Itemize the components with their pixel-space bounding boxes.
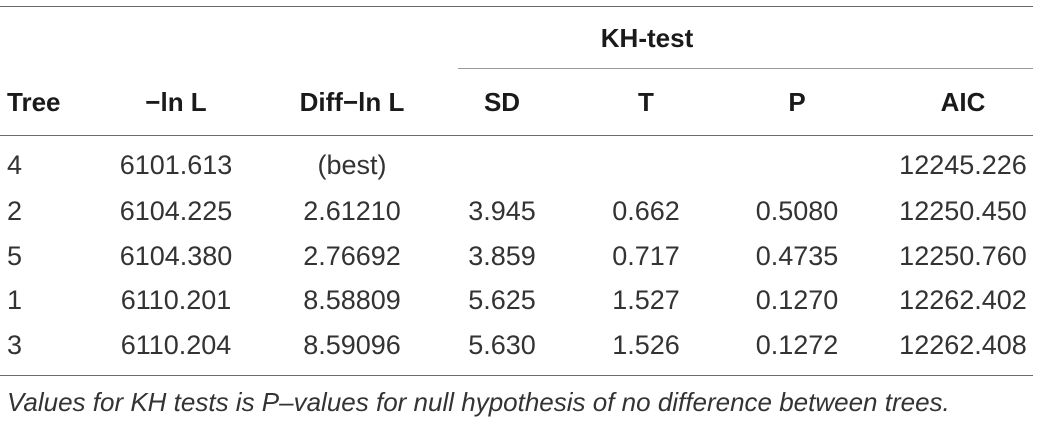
col-header-t: T [638, 87, 654, 117]
col-header-ln-l: −ln L [145, 87, 207, 117]
header-rule [0, 135, 1033, 136]
table-cell-sd: 3.859 [468, 241, 536, 271]
table-cell-aic: 12250.450 [899, 196, 1027, 226]
table-cell-t: 0.662 [612, 196, 680, 226]
col-header-sd: SD [483, 87, 521, 117]
table-cell-sd: 5.630 [468, 330, 536, 360]
table-cell-tree: 5 [7, 241, 23, 271]
table-cell-diff: 2.76692 [303, 241, 401, 271]
table-cell-sd: 3.945 [468, 196, 536, 226]
table-footnote: Values for KH tests is P–values for null… [7, 387, 950, 417]
table-cell-aic: 12262.402 [899, 285, 1027, 315]
table-cell-t: 1.527 [612, 285, 680, 315]
col-header-aic: AIC [940, 87, 986, 117]
table-cell-ln-l: 6110.201 [120, 285, 232, 315]
table-cell-aic: 12245.226 [899, 150, 1027, 180]
table-cell-aic: 12262.408 [899, 330, 1027, 360]
table-cell-diff: 8.58809 [303, 285, 401, 315]
col-header-diff-ln-l: Diff−ln L [299, 87, 405, 117]
top-rule [0, 6, 1033, 7]
table-cell-aic: 12250.760 [899, 241, 1027, 271]
group-header-kh-test: KH-test [600, 23, 694, 53]
table-cell-ln-l: 6104.225 [119, 196, 233, 226]
table-cell-diff: 2.61210 [303, 196, 401, 226]
table-cell-ln-l: 6101.613 [119, 150, 233, 180]
col-header-p: P [788, 87, 806, 117]
table-cell-tree: 2 [7, 196, 23, 226]
col-header-tree: Tree [7, 87, 61, 117]
table-cell-diff: 8.59096 [303, 330, 401, 360]
table-cell-p: 0.5080 [755, 196, 839, 226]
table-cell-ln-l: 6110.204 [120, 330, 232, 360]
table-cell-p: 0.1270 [755, 285, 839, 315]
table-cell-p: 0.4735 [755, 241, 839, 271]
table-cell-ln-l: 6104.380 [119, 241, 233, 271]
table-cell-tree: 4 [7, 150, 23, 180]
table-cell-p: 0.1272 [755, 330, 839, 360]
table-cell-tree: 1 [7, 285, 23, 315]
table-cell-tree: 3 [7, 330, 23, 360]
table-cell-t: 0.717 [612, 241, 680, 271]
bottom-rule [0, 375, 1033, 376]
table-cell-diff: (best) [317, 150, 387, 180]
table-cell-t: 1.526 [612, 330, 680, 360]
table-cell-sd: 5.625 [468, 285, 536, 315]
group-header-rule [458, 68, 1033, 69]
